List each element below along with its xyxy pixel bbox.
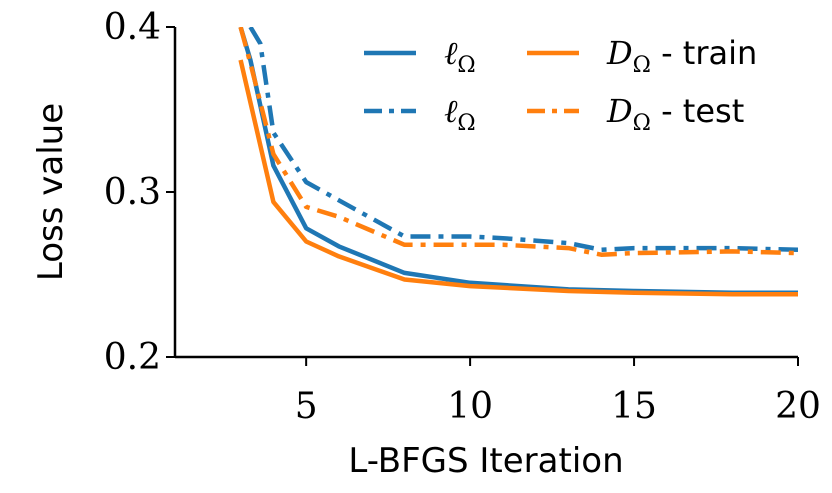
ticks-layer: 5 10 15 20 0.2 0.3 0.4 bbox=[104, 7, 821, 427]
x-tick-label: 10 bbox=[447, 386, 493, 427]
legend-label-1: ℓΩ bbox=[444, 34, 476, 78]
legend-label-4: DΩ - test bbox=[606, 92, 744, 136]
y-axis-title: Loss value bbox=[31, 103, 71, 281]
series-line-4 bbox=[238, 27, 798, 257]
x-tick-label: 5 bbox=[295, 386, 318, 427]
x-tick-label: 15 bbox=[611, 386, 657, 427]
legend-label-2: ℓΩ bbox=[444, 92, 476, 136]
legend-label-3: DΩ - train bbox=[606, 34, 757, 78]
series-line-3 bbox=[238, 59, 798, 297]
series-layer bbox=[238, 27, 798, 297]
y-tick-label: 0.3 bbox=[104, 172, 161, 213]
series-line-2 bbox=[248, 27, 798, 253]
x-axis-title: L-BFGS Iteration bbox=[348, 441, 623, 481]
y-tick-label: 0.2 bbox=[104, 337, 161, 378]
legend: ℓΩ ℓΩ DΩ - train DΩ - test bbox=[364, 34, 757, 136]
y-tick-label: 0.4 bbox=[104, 7, 161, 48]
x-tick-label: 20 bbox=[775, 386, 821, 427]
